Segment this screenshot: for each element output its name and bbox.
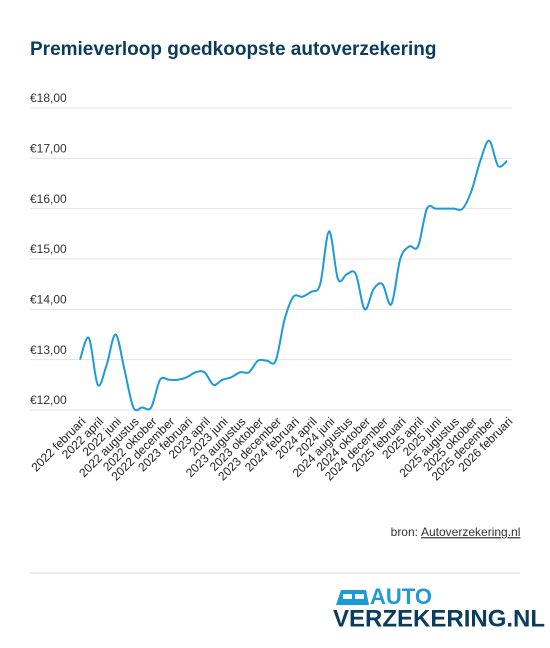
source-link[interactable]: Autoverzekering.nl	[421, 525, 520, 539]
y-tick-label: €16,00	[30, 192, 67, 206]
logo-bottom: VERZEKERING.NL	[333, 605, 545, 632]
y-tick-label: €14,00	[30, 293, 67, 307]
y-tick-label: €18,00	[30, 91, 67, 105]
y-tick-label: €15,00	[30, 242, 67, 256]
chart-title: Premieverloop goedkoopste autoverzekerin…	[30, 39, 437, 60]
y-tick-label: €17,00	[30, 142, 67, 156]
source-prefix: bron:	[391, 525, 418, 539]
logo-icon	[336, 590, 369, 605]
logo-top: AUTO	[370, 584, 432, 609]
y-tick-label: €12,00	[30, 393, 67, 407]
y-tick-label: €13,00	[30, 343, 67, 357]
line	[79, 139, 508, 412]
